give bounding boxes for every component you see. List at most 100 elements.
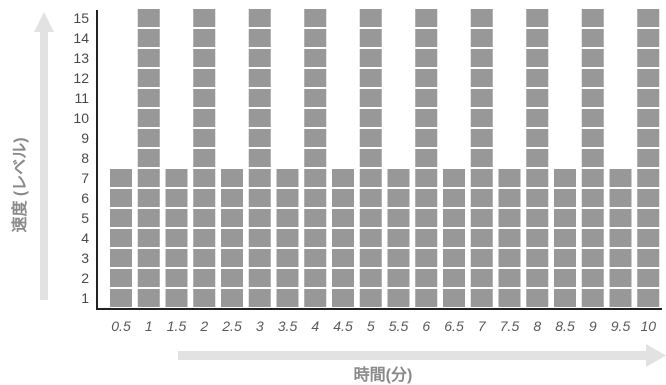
- bar-block: [415, 209, 438, 227]
- bar-block: [137, 169, 160, 187]
- y-tick-label: 2: [81, 270, 89, 286]
- bar-block: [193, 89, 216, 107]
- bar-block: [193, 9, 216, 27]
- bar: [554, 169, 576, 307]
- bar-block: [637, 89, 660, 107]
- bar-block: [526, 9, 549, 27]
- bar-block: [415, 49, 438, 67]
- bar-block: [193, 289, 216, 307]
- x-tick-label: 4: [311, 318, 319, 334]
- y-tick-label: 15: [73, 10, 89, 26]
- bar-block: [304, 269, 327, 287]
- bar-block: [637, 249, 660, 267]
- bar-block: [415, 289, 438, 307]
- bar-block: [609, 209, 632, 227]
- bar-block: [415, 269, 438, 287]
- x-tick-label: 9: [589, 318, 597, 334]
- bar-block: [110, 169, 132, 187]
- bar-block: [581, 189, 604, 207]
- x-tick-label: 8: [533, 318, 541, 334]
- bar-block: [221, 229, 243, 247]
- bar-block: [498, 249, 521, 267]
- bar-block: [137, 89, 160, 107]
- bar-block: [193, 189, 216, 207]
- bar-block: [554, 169, 576, 187]
- bar: [221, 169, 243, 307]
- bar-block: [137, 229, 160, 247]
- bar: [470, 9, 493, 307]
- bar-block: [193, 109, 216, 127]
- bar-block: [637, 189, 660, 207]
- bar-block: [193, 69, 216, 87]
- bar-block: [221, 249, 243, 267]
- x-tick-label: 2: [199, 318, 208, 334]
- bar-block: [304, 69, 327, 87]
- bar-block: [248, 169, 271, 187]
- y-tick-label: 14: [73, 30, 89, 46]
- bar-block: [609, 229, 632, 247]
- bar-block: [359, 249, 382, 267]
- bar-block: [526, 229, 549, 247]
- bar: [276, 169, 299, 307]
- bar-block: [387, 289, 410, 307]
- bar-block: [609, 269, 632, 287]
- bar-block: [470, 69, 493, 87]
- bar-block: [248, 269, 271, 287]
- bar-block: [221, 289, 243, 307]
- x-tick-label: 8.5: [555, 318, 575, 334]
- bar-block: [470, 249, 493, 267]
- bar-block: [276, 189, 299, 207]
- bar-block: [581, 49, 604, 67]
- bar-block: [193, 169, 216, 187]
- bar-block: [609, 169, 632, 187]
- x-tick-label: 5: [367, 318, 375, 334]
- bar-block: [359, 69, 382, 87]
- bar-block: [110, 229, 132, 247]
- bar-block: [443, 169, 465, 187]
- bar-block: [637, 29, 660, 47]
- bar-block: [637, 9, 660, 27]
- x-tick-label: 2.5: [221, 318, 242, 334]
- bar-block: [526, 249, 549, 267]
- bar-block: [581, 229, 604, 247]
- bar-block: [332, 289, 354, 307]
- bar-block: [581, 29, 604, 47]
- bar-block: [470, 189, 493, 207]
- bar-block: [443, 269, 465, 287]
- bar-block: [415, 169, 438, 187]
- bar-block: [137, 49, 160, 67]
- bar-block: [110, 189, 132, 207]
- bar-block: [304, 89, 327, 107]
- bar-block: [137, 129, 160, 147]
- bar-block: [637, 289, 660, 307]
- bar-block: [359, 89, 382, 107]
- bar: [387, 169, 410, 307]
- bar-block: [359, 229, 382, 247]
- y-tick-label: 4: [81, 230, 89, 246]
- bar-block: [415, 149, 438, 167]
- bar-block: [637, 229, 660, 247]
- bar-block: [359, 29, 382, 47]
- bar-block: [332, 169, 354, 187]
- bar: [443, 169, 465, 307]
- bar-block: [470, 129, 493, 147]
- y-tick-label: 10: [73, 110, 89, 126]
- bar-block: [248, 69, 271, 87]
- bar-block: [526, 209, 549, 227]
- y-arrow-head: [34, 12, 54, 32]
- bar-block: [359, 129, 382, 147]
- bar-block: [415, 189, 438, 207]
- bar-block: [637, 49, 660, 67]
- bar-block: [443, 289, 465, 307]
- y-axis-title: 速度 (レベル): [10, 137, 29, 232]
- bar-block: [137, 209, 160, 227]
- bar-block: [304, 169, 327, 187]
- bar-block: [470, 149, 493, 167]
- x-tick-label: 7: [478, 318, 487, 334]
- bar: [193, 9, 216, 307]
- bar-block: [415, 89, 438, 107]
- bar-block: [221, 189, 243, 207]
- bar-block: [498, 289, 521, 307]
